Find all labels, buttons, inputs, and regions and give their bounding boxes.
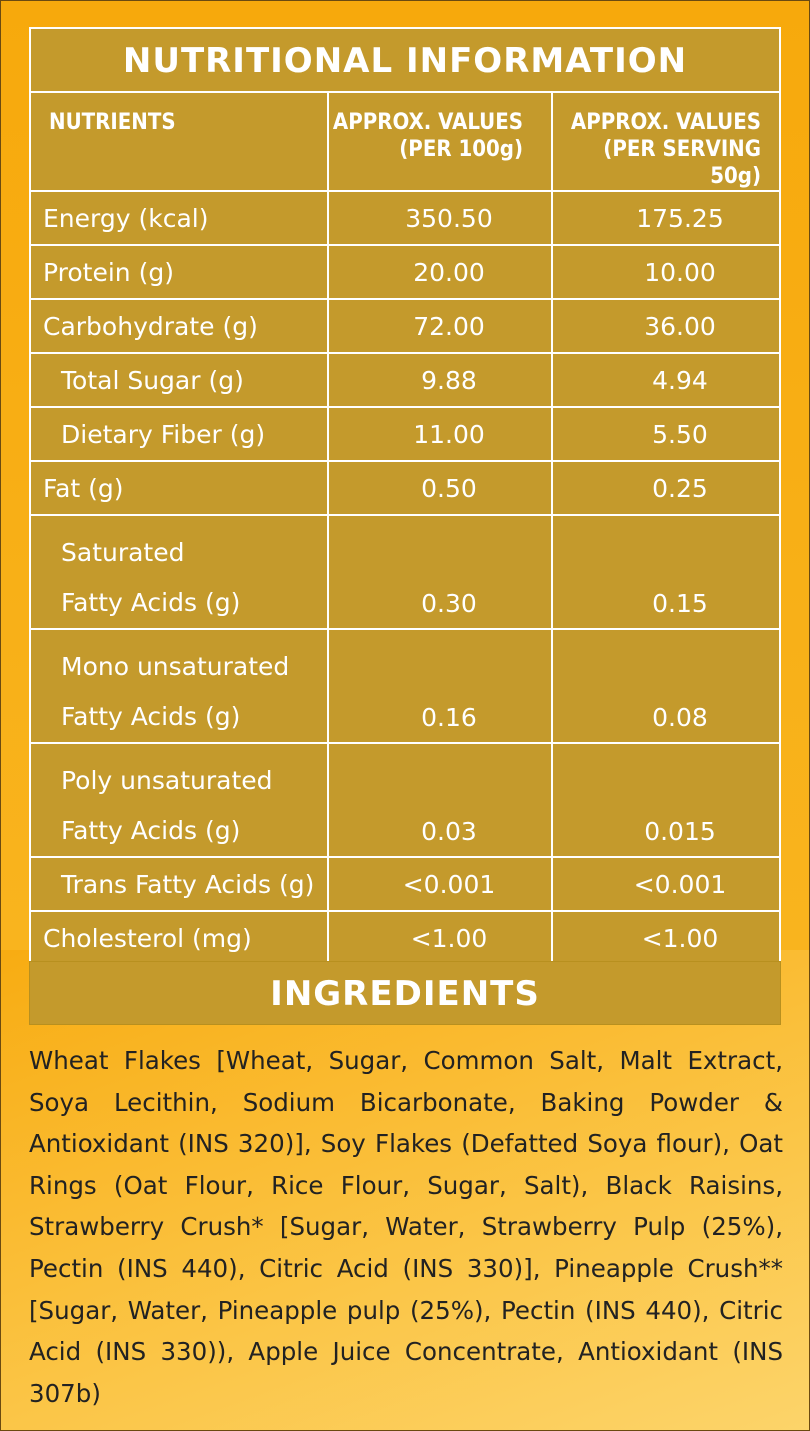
nutrient-value-per-100g: 9.88 xyxy=(327,352,552,407)
header-nutrients: NUTRIENTS xyxy=(49,110,176,135)
nutrient-row-trans-fatty-acids: Trans Fatty Acids (g) <0.001 <0.001 xyxy=(31,856,779,911)
nutrient-row-poly-unsaturated-fatty-acids: Poly unsaturated Fatty Acids (g) 0.03 0.… xyxy=(31,742,779,857)
nutrient-name-line1: Mono unsaturated xyxy=(61,652,290,681)
nutrient-name: Protein (g) xyxy=(31,244,328,299)
nutrient-value-per-serving: <0.001 xyxy=(551,856,779,911)
nutrient-value-per-100g: 20.00 xyxy=(327,244,552,299)
nutrient-name: Cholesterol (mg) xyxy=(31,910,328,965)
ingredients-title: INGREDIENTS xyxy=(29,961,781,1025)
nutrient-name-line1: Poly unsaturated xyxy=(61,766,273,795)
header-per-100g-line2: (PER 100g) xyxy=(399,137,523,162)
background-bottom xyxy=(0,950,810,1431)
header-per-serving-line1: APPROX. VALUES xyxy=(570,110,761,135)
nutrient-row-total-sugar: Total Sugar (g) 9.88 4.94 xyxy=(31,352,779,407)
nutrient-name-line2: Fatty Acids (g) xyxy=(61,588,241,617)
nutrient-row-protein: Protein (g) 20.00 10.00 xyxy=(31,244,779,299)
nutrition-table: NUTRIENTS APPROX. VALUES (PER 100g) APPR… xyxy=(31,93,779,965)
nutrient-name: Poly unsaturated Fatty Acids (g) xyxy=(31,742,328,857)
nutrient-row-mono-unsaturated-fatty-acids: Mono unsaturated Fatty Acids (g) 0.16 0.… xyxy=(31,628,779,743)
header-per-100g-line1: APPROX. VALUES xyxy=(332,110,523,135)
nutrient-value-per-serving: 4.94 xyxy=(551,352,779,407)
nutrient-row-fat: Fat (g) 0.50 0.25 xyxy=(31,460,779,515)
nutrient-value-per-100g: 0.03 xyxy=(327,742,552,857)
nutrient-value-per-100g: 0.16 xyxy=(327,628,552,743)
nutrient-value-per-serving: 10.00 xyxy=(551,244,779,299)
nutrient-value-per-100g: 72.00 xyxy=(327,298,552,353)
nutrient-value-per-serving: 0.25 xyxy=(551,460,779,515)
nutrient-value-per-serving: 175.25 xyxy=(551,190,779,245)
nutrient-row-energy: Energy (kcal) 350.50 175.25 xyxy=(31,190,779,245)
nutrient-value-per-100g: <0.001 xyxy=(327,856,552,911)
nutrient-name: Total Sugar (g) xyxy=(31,352,328,407)
nutrient-name: Saturated Fatty Acids (g) xyxy=(31,514,328,629)
nutrient-value-per-serving: 0.015 xyxy=(551,742,779,857)
nutrient-name: Carbohydrate (g) xyxy=(31,298,328,353)
nutrient-value-per-serving: 5.50 xyxy=(551,406,779,461)
nutrient-value-per-serving: <1.00 xyxy=(551,910,779,965)
nutrient-name: Dietary Fiber (g) xyxy=(31,406,328,461)
nutrient-value-per-100g: <1.00 xyxy=(327,910,552,965)
nutrient-value-per-serving: 0.15 xyxy=(551,514,779,629)
nutrient-row-dietary-fiber: Dietary Fiber (g) 11.00 5.50 xyxy=(31,406,779,461)
nutrient-name: Trans Fatty Acids (g) xyxy=(31,856,328,911)
nutrient-name: Fat (g) xyxy=(31,460,328,515)
nutrient-value-per-100g: 350.50 xyxy=(327,190,552,245)
nutrient-value-per-serving: 36.00 xyxy=(551,298,779,353)
header-per-100g: APPROX. VALUES (PER 100g) xyxy=(327,93,552,191)
nutrient-row-carbohydrate: Carbohydrate (g) 72.00 36.00 xyxy=(31,298,779,353)
nutrient-value-per-serving: 0.08 xyxy=(551,628,779,743)
nutrient-name: Mono unsaturated Fatty Acids (g) xyxy=(31,628,328,743)
nutrition-panel: NUTRITIONAL INFORMATION NUTRIENTS APPROX… xyxy=(29,27,781,967)
nutrient-value-per-100g: 0.30 xyxy=(327,514,552,629)
ingredients-text: Wheat Flakes [Wheat, Sugar, Common Salt,… xyxy=(29,1046,783,1408)
nutrient-name-line1: Saturated xyxy=(61,538,185,567)
nutrient-name-line2: Fatty Acids (g) xyxy=(61,816,241,845)
nutrient-row-cholesterol: Cholesterol (mg) <1.00 <1.00 xyxy=(31,910,779,965)
nutrient-name: Energy (kcal) xyxy=(31,190,328,245)
header-per-serving-line2: (PER SERVING 50g) xyxy=(603,137,761,189)
nutrient-value-per-100g: 0.50 xyxy=(327,460,552,515)
header-per-serving: APPROX. VALUES (PER SERVING 50g) xyxy=(551,93,779,191)
nutrition-title: NUTRITIONAL INFORMATION xyxy=(31,29,779,93)
nutrient-value-per-100g: 11.00 xyxy=(327,406,552,461)
nutrient-row-saturated-fatty-acids: Saturated Fatty Acids (g) 0.30 0.15 xyxy=(31,514,779,629)
nutrient-name-line2: Fatty Acids (g) xyxy=(61,702,241,731)
nutrition-header-row: NUTRIENTS APPROX. VALUES (PER 100g) APPR… xyxy=(31,93,779,191)
